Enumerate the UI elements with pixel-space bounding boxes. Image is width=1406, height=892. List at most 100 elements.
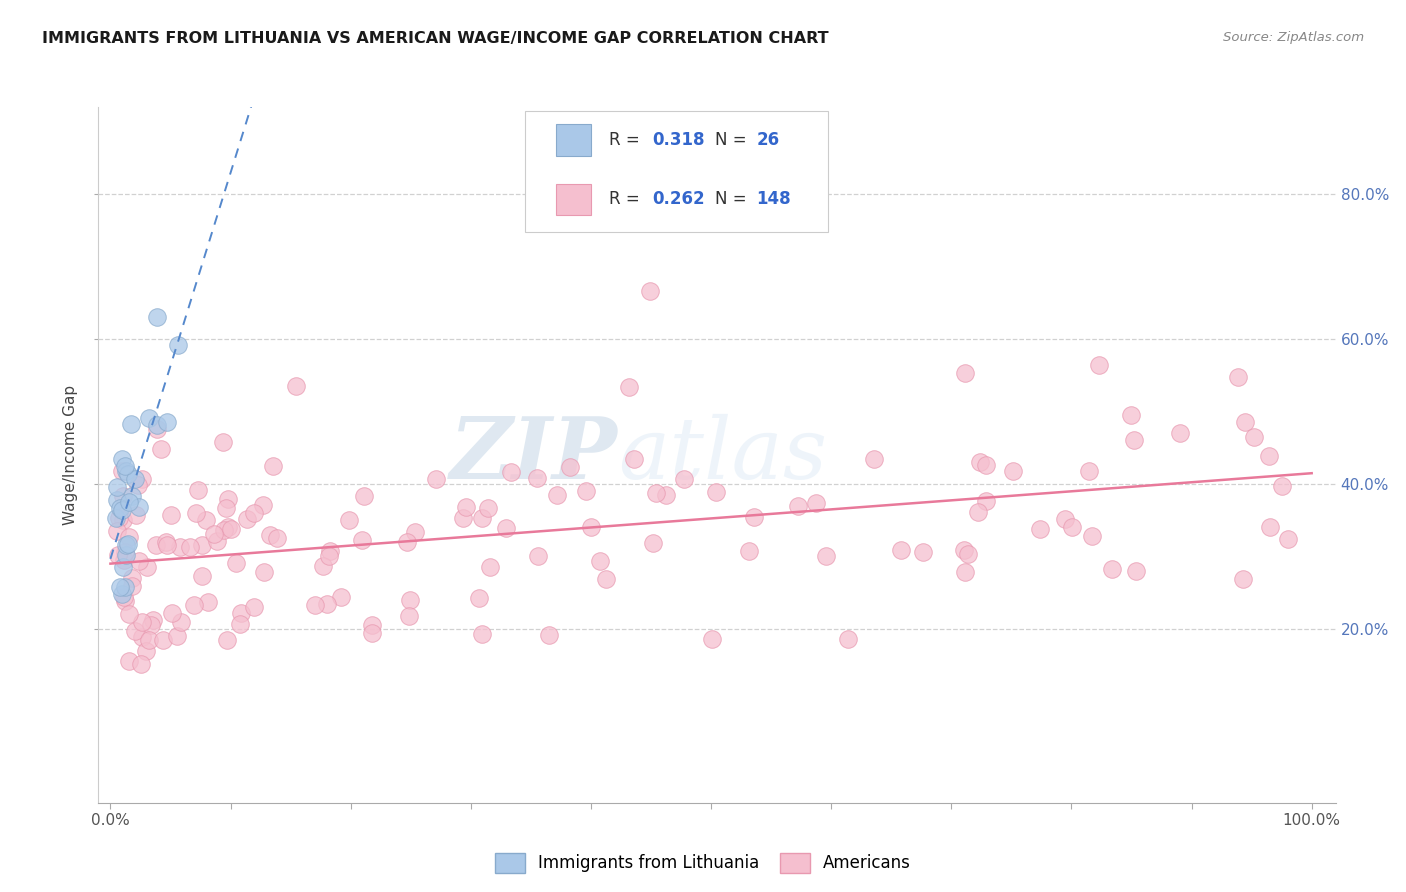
Point — [546, 488, 568, 502]
Point — [468, 591, 491, 606]
Point — [118, 607, 141, 622]
Point — [111, 559, 134, 574]
Point — [890, 543, 912, 558]
Point — [837, 632, 859, 646]
Point — [1277, 532, 1299, 546]
Point — [111, 503, 134, 517]
Point — [112, 591, 135, 605]
Point — [645, 485, 668, 500]
Point — [742, 509, 765, 524]
Point — [118, 530, 141, 544]
Point — [138, 411, 160, 425]
Point — [179, 540, 201, 554]
Point — [330, 590, 353, 604]
Point — [111, 489, 134, 503]
Point — [1226, 369, 1249, 384]
Point — [360, 618, 382, 632]
Point — [146, 422, 169, 436]
Point — [212, 435, 235, 450]
Point — [124, 472, 146, 486]
Point — [205, 534, 228, 549]
Point — [337, 513, 360, 527]
Point — [786, 499, 808, 513]
Y-axis label: Wage/Income Gap: Wage/Income Gap — [63, 384, 79, 525]
Point — [425, 472, 447, 486]
Point — [217, 492, 239, 507]
Point — [499, 465, 522, 479]
Point — [1168, 426, 1191, 441]
Text: 0.262: 0.262 — [652, 190, 706, 208]
Point — [641, 535, 664, 549]
Point — [352, 533, 374, 547]
Point — [105, 480, 128, 494]
Point — [398, 609, 420, 624]
Point — [131, 630, 153, 644]
Point — [121, 490, 143, 504]
Point — [253, 566, 276, 580]
Point — [1029, 522, 1052, 536]
Point — [404, 524, 426, 539]
Point — [121, 578, 143, 592]
Point — [114, 464, 136, 478]
Point — [1087, 358, 1109, 372]
Point — [451, 511, 474, 525]
Point — [1002, 464, 1025, 478]
Point — [115, 538, 138, 552]
Point — [804, 496, 827, 510]
Point — [155, 535, 177, 549]
Point — [124, 624, 146, 638]
Point — [114, 458, 136, 473]
Point — [138, 633, 160, 648]
Point — [1243, 430, 1265, 444]
Point — [1125, 564, 1147, 578]
Text: 26: 26 — [756, 131, 780, 149]
Point — [184, 506, 207, 520]
Point — [312, 558, 335, 573]
Point — [135, 644, 157, 658]
Text: 0.318: 0.318 — [652, 131, 706, 149]
Point — [105, 524, 128, 538]
Point — [1258, 520, 1281, 534]
Point — [454, 500, 477, 514]
Point — [145, 538, 167, 552]
Point — [131, 615, 153, 629]
Point — [638, 284, 661, 298]
Point — [202, 527, 225, 541]
Point — [969, 455, 991, 469]
Point — [243, 600, 266, 615]
Point — [236, 512, 259, 526]
Text: R =: R = — [609, 131, 645, 149]
Point — [156, 538, 179, 552]
Point — [953, 543, 976, 558]
Point — [166, 629, 188, 643]
Point — [136, 559, 159, 574]
Point — [1119, 409, 1142, 423]
Point — [316, 598, 339, 612]
Point — [619, 380, 641, 394]
Text: ZIP: ZIP — [450, 413, 619, 497]
Point — [128, 554, 150, 568]
Text: N =: N = — [714, 131, 751, 149]
Point — [114, 594, 136, 608]
Point — [124, 508, 146, 523]
Point — [967, 504, 990, 518]
Point — [956, 547, 979, 561]
Text: 148: 148 — [756, 190, 792, 208]
Point — [654, 488, 676, 502]
Point — [111, 513, 134, 527]
Point — [215, 633, 238, 648]
Point — [190, 568, 212, 582]
Point — [558, 459, 581, 474]
Text: atlas: atlas — [619, 414, 827, 496]
Point — [974, 494, 997, 508]
Point — [284, 379, 307, 393]
Point — [738, 544, 761, 558]
Point — [108, 511, 131, 525]
Point — [1101, 562, 1123, 576]
Point — [111, 587, 134, 601]
Point — [197, 595, 219, 609]
Point — [672, 472, 695, 486]
Point — [159, 508, 181, 522]
Point — [120, 417, 142, 431]
Point — [121, 570, 143, 584]
